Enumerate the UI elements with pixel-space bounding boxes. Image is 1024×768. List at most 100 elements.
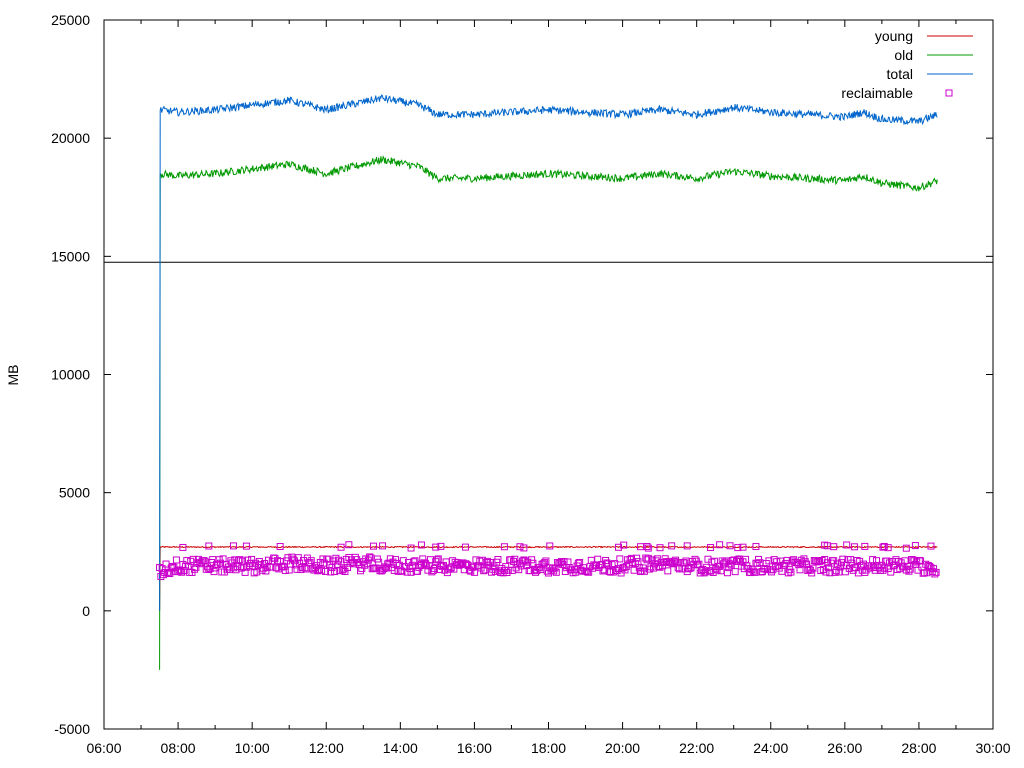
reclaimable-marker xyxy=(210,568,218,576)
reclaimable-marker xyxy=(911,542,919,550)
reclaimable-marker xyxy=(229,542,237,550)
reclaimable-marker xyxy=(542,557,550,565)
reclaimable-marker xyxy=(843,541,851,549)
reclaimable-marker xyxy=(337,558,345,566)
reclaimable-marker xyxy=(796,566,804,574)
reclaimable-marker xyxy=(297,566,305,574)
reclaimable-marker xyxy=(500,543,508,551)
reclaimable-marker xyxy=(786,566,794,574)
x-tick-label: 06:00 xyxy=(86,740,121,756)
reclaimable-marker xyxy=(931,570,939,578)
reclaimable-marker xyxy=(742,555,750,563)
reclaimable-marker xyxy=(880,542,888,550)
series-line-old xyxy=(159,155,938,670)
reclaimable-marker xyxy=(880,564,888,572)
reclaimable-marker xyxy=(927,542,935,550)
reclaimable-marker xyxy=(180,567,188,575)
legend-label-reclaimable: reclaimable xyxy=(841,85,913,101)
y-tick-label: 15000 xyxy=(51,248,90,264)
reclaimable-marker xyxy=(801,558,809,566)
reclaimable-marker xyxy=(392,556,400,564)
reclaimable-marker xyxy=(331,568,339,576)
reclaimable-marker xyxy=(478,556,486,564)
reclaimable-marker xyxy=(337,543,345,551)
reclaimable-marker xyxy=(340,565,348,573)
reclaimable-marker xyxy=(504,566,512,574)
reclaimable-marker xyxy=(253,568,261,576)
plot-area: -5000 0 5000 10000 15000 20000 25000 06:00 08:00… xyxy=(51,12,1011,756)
reclaimable-marker xyxy=(318,566,326,574)
reclaimable-marker xyxy=(516,543,524,551)
reclaimable-marker xyxy=(869,556,877,564)
reclaimable-marker xyxy=(375,558,383,566)
reclaimable-marker xyxy=(166,569,174,577)
reclaimable-marker xyxy=(301,564,309,572)
x-tick-label: 28:00 xyxy=(901,740,936,756)
reclaimable-marker xyxy=(494,556,502,564)
reclaimable-marker xyxy=(520,544,528,552)
reclaimable-marker xyxy=(644,554,652,562)
reclaimable-marker xyxy=(765,557,773,565)
reclaimable-marker xyxy=(739,543,747,551)
reclaimable-marker xyxy=(192,563,200,571)
reclaimable-marker xyxy=(327,568,335,576)
reclaimable-marker xyxy=(873,557,881,565)
reclaimable-marker xyxy=(866,564,874,572)
reclaimable-marker xyxy=(307,557,315,565)
reclaimable-marker xyxy=(322,567,330,575)
reclaimable-marker xyxy=(319,555,327,563)
y-tick-label: 25000 xyxy=(51,12,90,28)
legend: young old total reclaimable xyxy=(841,28,973,101)
reclaimable-marker xyxy=(541,559,549,567)
reclaimable-marker xyxy=(694,561,702,569)
series-line-total xyxy=(159,94,938,611)
x-tick-label: 24:00 xyxy=(753,740,788,756)
reclaimable-marker xyxy=(646,565,654,573)
reclaimable-marker xyxy=(710,557,718,565)
reclaimable-marker xyxy=(726,542,734,550)
x-tick-label: 08:00 xyxy=(161,740,196,756)
reclaimable-marker xyxy=(469,563,477,571)
reclaimable-marker xyxy=(574,559,582,567)
reclaimable-marker xyxy=(421,559,429,567)
reclaimable-marker xyxy=(668,542,676,550)
x-tick-label: 10:00 xyxy=(235,740,270,756)
reclaimable-marker xyxy=(432,543,440,551)
x-tick-label: 20:00 xyxy=(605,740,640,756)
series-reclaimable xyxy=(156,541,940,581)
reclaimable-marker xyxy=(524,558,532,566)
reclaimable-marker xyxy=(861,568,869,576)
y-axis-label: MB xyxy=(5,365,21,386)
reclaimable-marker xyxy=(734,544,742,552)
reclaimable-marker xyxy=(616,555,624,563)
reclaimable-marker xyxy=(345,541,353,549)
reclaimable-marker xyxy=(831,568,839,576)
reclaimable-marker xyxy=(179,543,187,551)
reclaimable-marker xyxy=(172,556,180,564)
reclaimable-marker xyxy=(366,553,374,561)
reclaimable-marker xyxy=(433,556,441,564)
reclaimable-marker xyxy=(640,567,648,575)
x-tick-label: 12:00 xyxy=(309,740,344,756)
reclaimable-marker xyxy=(407,544,415,552)
reclaimable-marker xyxy=(357,567,365,575)
reclaimable-marker xyxy=(793,559,801,567)
reclaimable-marker xyxy=(446,565,454,573)
reclaimable-marker xyxy=(437,542,445,550)
reclaimable-marker xyxy=(603,559,611,567)
reclaimable-marker xyxy=(480,567,488,575)
reclaimable-marker xyxy=(731,568,739,576)
x-tick-label: 26:00 xyxy=(827,740,862,756)
reclaimable-marker xyxy=(716,541,724,549)
legend-label-old: old xyxy=(894,47,913,63)
series-line-young xyxy=(159,545,938,611)
legend-label-young: young xyxy=(875,28,913,44)
reclaimable-marker xyxy=(787,568,795,576)
reclaimable-marker xyxy=(884,544,892,552)
reclaimable-marker xyxy=(434,555,442,563)
reclaimable-marker xyxy=(723,569,731,577)
reclaimable-marker xyxy=(932,568,940,576)
x-tick-label: 22:00 xyxy=(679,740,714,756)
reclaimable-marker xyxy=(809,564,817,572)
